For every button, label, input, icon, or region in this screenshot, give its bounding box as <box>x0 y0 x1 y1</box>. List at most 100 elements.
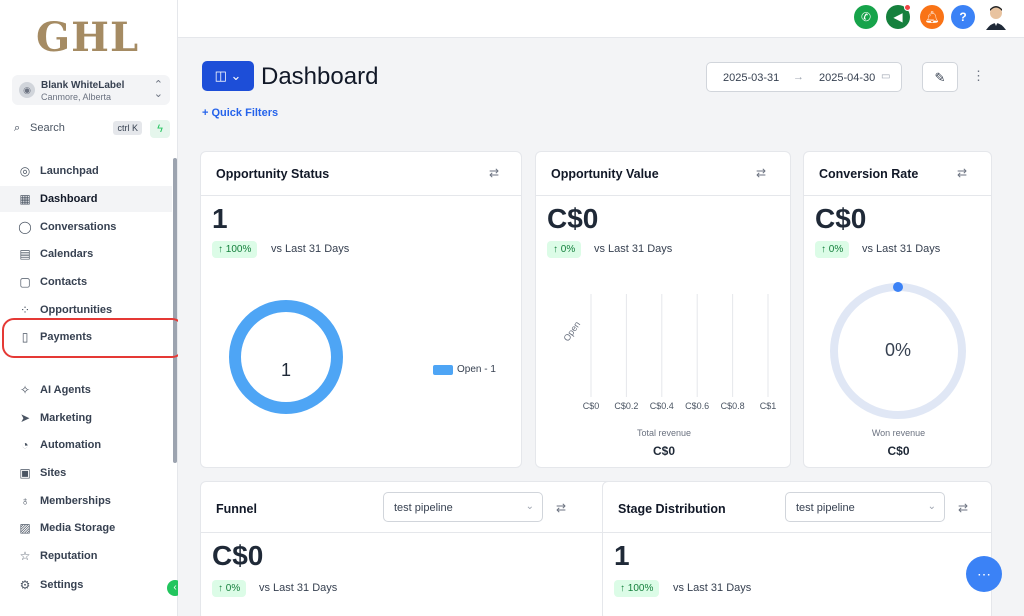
calendar-icon: ▭ <box>881 71 891 82</box>
card-title: Opportunity Status <box>216 167 330 181</box>
account-switcher[interactable]: ◉ Blank WhiteLabel Canmore, Alberta ⌃ ⌄ <box>12 75 170 105</box>
help-icon[interactable]: ? <box>951 5 975 29</box>
chevron-down-icon: ⌄ <box>525 501 534 512</box>
sites-icon: ▣ <box>19 466 31 480</box>
sidebar-item-automation[interactable]: ◔ Automation <box>0 432 172 458</box>
quick-filters-link[interactable]: + Quick Filters <box>202 107 279 119</box>
location-avatar-icon: ◉ <box>19 82 35 98</box>
compare-label: vs Last 31 Days <box>259 582 338 594</box>
x-tick-label: C$0.2 <box>614 401 638 411</box>
date-range-picker[interactable]: 2025-03-31 → 2025-04-30 ▭ <box>706 62 902 92</box>
sidebar-scrollbar[interactable] <box>173 158 177 463</box>
x-tick-label: C$0 <box>583 401 600 411</box>
donut-chart[interactable] <box>226 297 346 417</box>
card-divider <box>603 532 991 533</box>
sidebar-item-label: Settings <box>40 579 84 591</box>
pipeline-select[interactable]: test pipeline ⌄ <box>785 492 945 522</box>
x-tick-label: C$0.6 <box>685 401 709 411</box>
search-bar[interactable]: ⌕ Search ctrl K <box>12 120 144 138</box>
x-tick-label: C$1 <box>760 401 777 411</box>
sidebar-item-label: Memberships <box>40 495 111 507</box>
sidebar-item-label: Conversations <box>40 221 117 233</box>
user-avatar[interactable] <box>984 4 1008 30</box>
footer-value: C$0 <box>652 444 675 458</box>
payments-highlight-annotation <box>2 318 184 358</box>
pipeline-select-value: test pipeline <box>796 502 855 514</box>
compare-label: vs Last 31 Days <box>594 243 673 255</box>
sidebar-item-dashboard[interactable]: ▦ Dashboard <box>0 186 172 212</box>
automation-icon: ◔ <box>21 438 29 452</box>
card-divider <box>201 532 764 533</box>
sidebar-item-label: Marketing <box>40 412 92 424</box>
filter-settings-icon[interactable]: ⇄ <box>958 501 969 515</box>
change-badge: ↑ 100% <box>614 580 660 597</box>
sidebar-item-launchpad[interactable]: ◎ Launchpad <box>0 158 172 184</box>
account-name: Blank WhiteLabel <box>41 80 125 91</box>
sidebar-item-label: Reputation <box>40 550 98 562</box>
payments-icon: ▯ <box>21 330 29 344</box>
footer-label: Total revenue <box>636 428 692 438</box>
feedback-chat-icon[interactable]: ⋯ <box>966 556 1002 592</box>
donut-ring-open[interactable] <box>229 300 343 414</box>
date-to: 2025-04-30 <box>819 72 876 84</box>
megaphone-icon[interactable]: ◀ <box>886 5 910 29</box>
sidebar-item-label: Contacts <box>40 276 88 288</box>
more-options-icon[interactable]: ⋮ <box>972 68 985 83</box>
opportunity-value-card: Opportunity Value ⇄ C$0 ↑ 0% vs Last 31 … <box>535 151 791 468</box>
sidebar-item-media-storage[interactable]: ▨ Media Storage <box>0 515 172 541</box>
sidebar-item-label: Calendars <box>40 248 94 260</box>
sidebar-item-reputation[interactable]: ☆ Reputation <box>0 543 172 569</box>
sidebar-item-contacts[interactable]: ▢ Contacts <box>0 269 172 295</box>
search-icon: ⌕ <box>14 122 21 134</box>
legend-label-open[interactable]: Open - 1 <box>457 364 496 375</box>
brand-logo[interactable]: GHL <box>36 14 140 61</box>
stage-distribution-card: Stage Distribution test pipeline ⌄ ⇄ 1 ↑… <box>602 481 992 616</box>
search-shortcut: ctrl K <box>113 121 142 135</box>
card-divider <box>536 195 790 196</box>
contacts-icon: ▢ <box>19 275 31 289</box>
dashboard-icon: ▦ <box>19 192 31 206</box>
memberships-icon: ♁ <box>20 494 30 508</box>
card-title: Opportunity Value <box>551 167 659 181</box>
legend-swatch-open <box>433 365 453 375</box>
filter-settings-icon[interactable]: ⇄ <box>756 166 767 180</box>
x-tick-label: C$0.4 <box>650 401 674 411</box>
filter-settings-icon[interactable]: ⇄ <box>489 166 500 180</box>
sidebar-item-label: Sites <box>40 467 67 479</box>
sidebar-item-label: Dashboard <box>40 193 98 205</box>
pencil-icon: ✎ <box>934 70 946 85</box>
change-badge: ↑ 0% <box>815 241 850 258</box>
filter-settings-icon[interactable]: ⇄ <box>556 501 567 515</box>
quick-action-bolt-icon[interactable]: ϟ <box>150 120 170 138</box>
notification-dot <box>904 4 911 11</box>
phone-icon[interactable]: ✆ <box>854 5 878 29</box>
card-title: Stage Distribution <box>618 502 726 516</box>
sidebar-item-memberships[interactable]: ♁ Memberships <box>0 488 172 514</box>
opportunities-icon: ⁘ <box>19 303 31 317</box>
edit-dashboard-button[interactable]: ✎ <box>922 62 958 92</box>
sidebar-item-conversations[interactable]: ◯ Conversations <box>0 214 172 240</box>
donut-center-label: 1 <box>280 360 291 380</box>
media-storage-icon: ▨ <box>19 521 31 535</box>
pipeline-select[interactable]: test pipeline ⌄ <box>383 492 543 522</box>
gauge-chart <box>830 282 966 419</box>
sidebar-item-settings[interactable]: ⚙ Settings <box>0 572 172 598</box>
sidebar-item-sites[interactable]: ▣ Sites <box>0 460 172 486</box>
bell-icon[interactable]: 🔔︎ <box>920 5 944 29</box>
sidebar-item-calendars[interactable]: ▤ Calendars <box>0 241 172 267</box>
sidebar-item-opportunities[interactable]: ⁘ Opportunities <box>0 297 172 323</box>
footer-value: C$0 <box>887 444 910 458</box>
footer-label: Won revenue <box>871 428 926 438</box>
card-value: 1 <box>212 203 228 234</box>
sidebar-item-marketing[interactable]: ➤ Marketing <box>0 405 172 431</box>
sidebar-item-ai-agents[interactable]: ✧ AI Agents <box>0 377 172 403</box>
gauge-value: 0% <box>884 340 911 360</box>
card-value: C$0 <box>547 203 599 234</box>
dashboard-switcher-button[interactable]: ◫ ⌄ <box>202 61 254 91</box>
sidebar-item-label: Opportunities <box>40 304 113 316</box>
sidebar-item-payments[interactable]: ▯ Payments <box>0 324 172 350</box>
ai-agents-icon: ✧ <box>19 383 31 397</box>
change-badge: ↑ 100% <box>212 241 258 258</box>
filter-settings-icon[interactable]: ⇄ <box>957 166 968 180</box>
card-value: C$0 <box>212 540 264 571</box>
